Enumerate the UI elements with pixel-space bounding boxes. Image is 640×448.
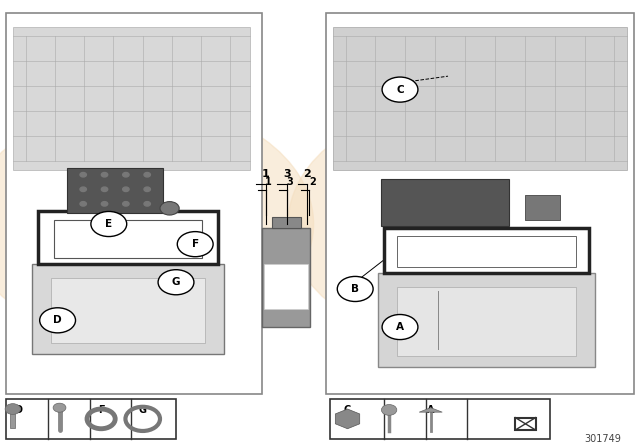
Polygon shape: [419, 408, 442, 412]
FancyBboxPatch shape: [333, 27, 627, 170]
Circle shape: [382, 314, 418, 340]
Text: C: C: [344, 405, 351, 415]
Circle shape: [91, 211, 127, 237]
Circle shape: [123, 187, 129, 192]
Text: E: E: [105, 219, 113, 229]
FancyBboxPatch shape: [378, 273, 595, 367]
Text: B: B: [385, 405, 393, 415]
FancyBboxPatch shape: [262, 228, 310, 327]
Text: G: G: [139, 405, 147, 415]
Circle shape: [381, 405, 397, 415]
FancyBboxPatch shape: [397, 287, 576, 356]
Text: E: E: [56, 405, 63, 415]
Text: B: B: [351, 284, 359, 294]
Circle shape: [80, 202, 86, 206]
FancyBboxPatch shape: [381, 179, 509, 226]
FancyBboxPatch shape: [51, 278, 205, 343]
Circle shape: [158, 270, 194, 295]
FancyBboxPatch shape: [525, 195, 560, 220]
Text: F: F: [98, 405, 104, 415]
Circle shape: [144, 187, 150, 192]
Text: 2: 2: [309, 177, 316, 187]
Text: D: D: [53, 315, 62, 325]
FancyBboxPatch shape: [515, 418, 536, 430]
FancyBboxPatch shape: [32, 264, 224, 354]
Circle shape: [177, 232, 213, 257]
FancyBboxPatch shape: [6, 13, 262, 394]
Text: 2: 2: [303, 169, 311, 179]
FancyBboxPatch shape: [67, 168, 163, 213]
Circle shape: [101, 187, 108, 192]
Text: G: G: [172, 277, 180, 287]
FancyBboxPatch shape: [397, 236, 576, 267]
Text: 3: 3: [283, 169, 291, 179]
Text: 301749: 301749: [584, 434, 621, 444]
Circle shape: [5, 404, 20, 414]
Text: C: C: [396, 85, 404, 95]
FancyBboxPatch shape: [326, 13, 634, 394]
Circle shape: [53, 403, 66, 412]
Circle shape: [101, 202, 108, 206]
Circle shape: [64, 170, 218, 278]
Text: D: D: [14, 405, 22, 415]
Circle shape: [80, 172, 86, 177]
FancyBboxPatch shape: [330, 399, 550, 439]
Text: A: A: [427, 405, 435, 415]
Circle shape: [123, 202, 129, 206]
Circle shape: [0, 103, 314, 345]
Text: F: F: [191, 239, 199, 249]
Circle shape: [101, 172, 108, 177]
Text: 3: 3: [287, 177, 293, 187]
FancyBboxPatch shape: [13, 27, 250, 170]
Circle shape: [144, 202, 150, 206]
Circle shape: [40, 308, 76, 333]
FancyBboxPatch shape: [6, 399, 176, 439]
Text: A: A: [396, 322, 404, 332]
Text: 1: 1: [266, 177, 272, 187]
Text: 1: 1: [262, 169, 269, 179]
Circle shape: [160, 202, 179, 215]
FancyBboxPatch shape: [54, 220, 202, 258]
FancyBboxPatch shape: [10, 410, 15, 428]
Circle shape: [382, 77, 418, 102]
FancyBboxPatch shape: [272, 217, 301, 228]
Circle shape: [384, 170, 538, 278]
FancyBboxPatch shape: [264, 264, 308, 309]
Circle shape: [144, 172, 150, 177]
Circle shape: [288, 103, 634, 345]
Circle shape: [80, 187, 86, 192]
Circle shape: [337, 276, 373, 302]
Circle shape: [123, 172, 129, 177]
